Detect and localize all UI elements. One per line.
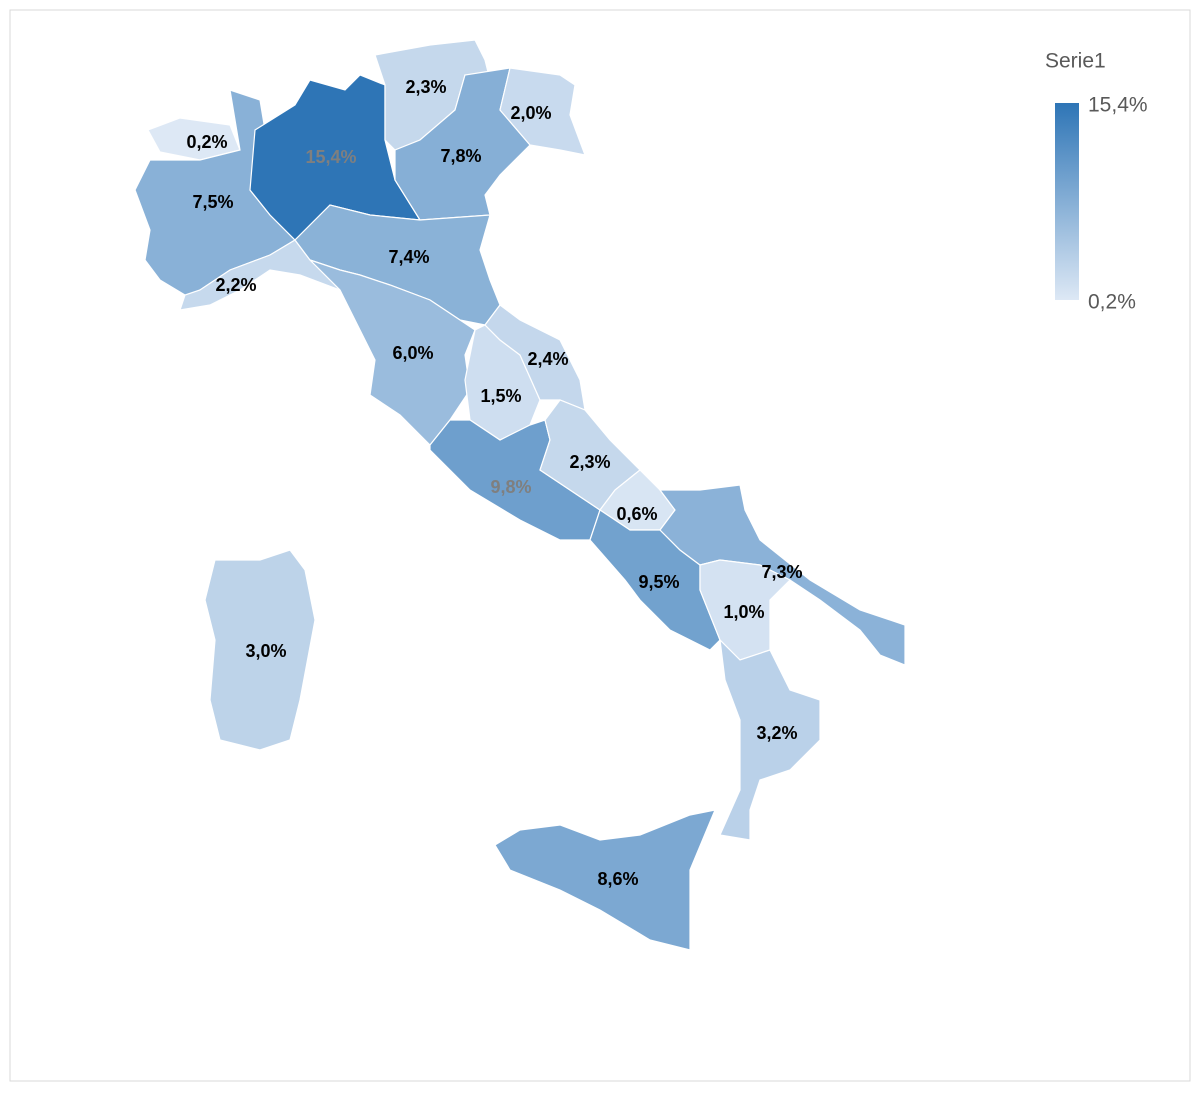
data-label: 0,2% <box>186 132 227 152</box>
scale-label: 0,2% <box>1088 291 1136 314</box>
data-label: 9,8% <box>490 477 531 497</box>
region <box>699 559 792 661</box>
region <box>658 484 906 666</box>
data-label: 7,4% <box>388 247 429 267</box>
data-label: 9,5% <box>638 572 679 592</box>
data-label: 2,0% <box>510 103 551 123</box>
data-label: 1,5% <box>480 386 521 406</box>
data-label: 2,2% <box>215 275 256 295</box>
data-label: 2,4% <box>527 349 568 369</box>
region <box>499 67 586 156</box>
data-label: 7,3% <box>761 562 802 582</box>
data-label: 1,0% <box>723 602 764 622</box>
data-label: 2,3% <box>569 452 610 472</box>
region <box>494 809 716 951</box>
data-label: 15,4% <box>305 147 356 167</box>
data-label: 2,3% <box>405 77 446 97</box>
color-scale <box>1055 103 1079 300</box>
data-label: 7,8% <box>440 146 481 166</box>
data-label: 3,0% <box>245 641 286 661</box>
region <box>204 549 316 751</box>
legend-title: Serie1 <box>1045 50 1106 73</box>
scale-label: 15,4% <box>1088 94 1148 117</box>
data-label: 6,0% <box>392 343 433 363</box>
data-label: 0,6% <box>616 504 657 524</box>
data-label: 8,6% <box>597 869 638 889</box>
data-label: 3,2% <box>756 723 797 743</box>
data-label: 7,5% <box>192 192 233 212</box>
region <box>719 638 821 841</box>
